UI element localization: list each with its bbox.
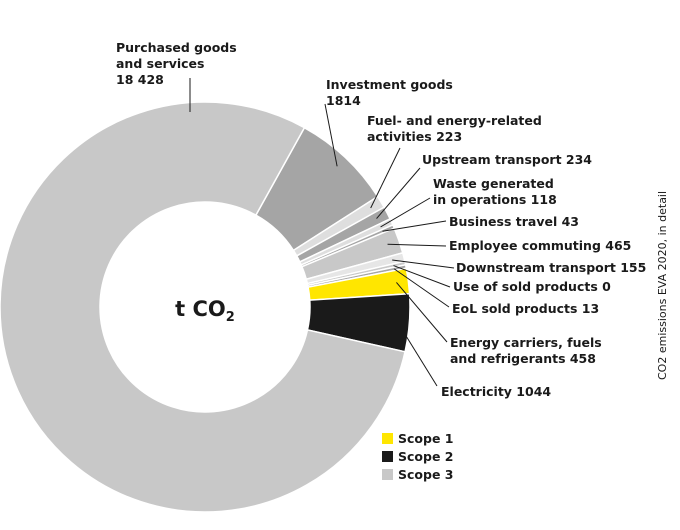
legend-label-scope-2: Scope 2 [398, 449, 453, 464]
slice-label-line: and refrigerants 458 [450, 351, 596, 366]
slice-label-upstream: Upstream transport 234 [422, 152, 592, 167]
leader-line-investment [324, 103, 338, 167]
slice-label-eol: EoL sold products 13 [452, 301, 599, 316]
slice-labels-group: Investment goods 1814 Fuel- and energy-rel… [116, 40, 646, 399]
slice-label-line: Purchased goods [116, 40, 237, 55]
slice-label-line: Business travel 43 [449, 214, 579, 229]
slice-label-commuting: Employee commuting 465 [449, 238, 631, 253]
slice-label-line: Waste generated [433, 176, 554, 191]
center-label: t CO2 [175, 297, 235, 325]
leader-line-electricity [396, 321, 438, 387]
leader-line-use [393, 265, 451, 288]
legend-swatch-scope-3 [382, 469, 393, 480]
leader-line-eol [393, 268, 450, 308]
leader-line-downstream [392, 259, 455, 269]
slice-label-line: Use of sold products 0 [453, 279, 611, 294]
slice-label-line: Downstream transport 155 [456, 260, 646, 275]
leader-line-fuel [370, 147, 401, 209]
leader-line-commuting [387, 243, 447, 247]
slice-label-line: in operations 118 [433, 192, 557, 207]
slice-label-investment: Investment goods 1814 [326, 77, 453, 108]
slice-label-line: Upstream transport 234 [422, 152, 592, 167]
legend-label-scope-3: Scope 3 [398, 467, 453, 482]
slice-label-line: activities 223 [367, 129, 462, 144]
slice-label-line: and services [116, 56, 204, 71]
slice-label-line: Fuel- and energy-related [367, 113, 542, 128]
leader-line-travel [382, 220, 447, 232]
leader-lines-group [189, 78, 455, 387]
slice-label-use: Use of sold products 0 [453, 279, 611, 294]
leader-line-energy [396, 282, 448, 343]
slice-label-downstream: Downstream transport 155 [456, 260, 646, 275]
slice-label-energy: Energy carriers, fuels and refrigerants 4… [450, 335, 602, 366]
slice-label-line: 18 428 [116, 72, 164, 87]
leader-line-upstream [376, 167, 421, 219]
slice-label-purchased: Purchased goods and services 18 428 [116, 40, 237, 87]
legend-swatch-scope-1 [382, 433, 393, 444]
slice-label-line: Energy carriers, fuels [450, 335, 602, 350]
leader-line-waste [380, 197, 431, 228]
slice-label-electricity: Electricity 1044 [441, 384, 551, 399]
slice-label-line: 1814 [326, 93, 361, 108]
legend-swatch-scope-2 [382, 451, 393, 462]
slice-label-fuel: Fuel- and energy-related activities 223 [367, 113, 542, 144]
slice-label-line: Employee commuting 465 [449, 238, 631, 253]
legend: Scope 1 Scope 2 Scope 3 [382, 431, 453, 482]
side-title: CO2 emissions EVA 2020, in detail [656, 191, 669, 380]
slice-label-line: Investment goods [326, 77, 453, 92]
slices-group [0, 101, 411, 513]
slice-label-travel: Business travel 43 [449, 214, 579, 229]
slice-label-line: Electricity 1044 [441, 384, 551, 399]
legend-label-scope-1: Scope 1 [398, 431, 453, 446]
slice-label-line: EoL sold products 13 [452, 301, 599, 316]
slice-label-waste: Waste generated in operations 118 [433, 176, 557, 207]
